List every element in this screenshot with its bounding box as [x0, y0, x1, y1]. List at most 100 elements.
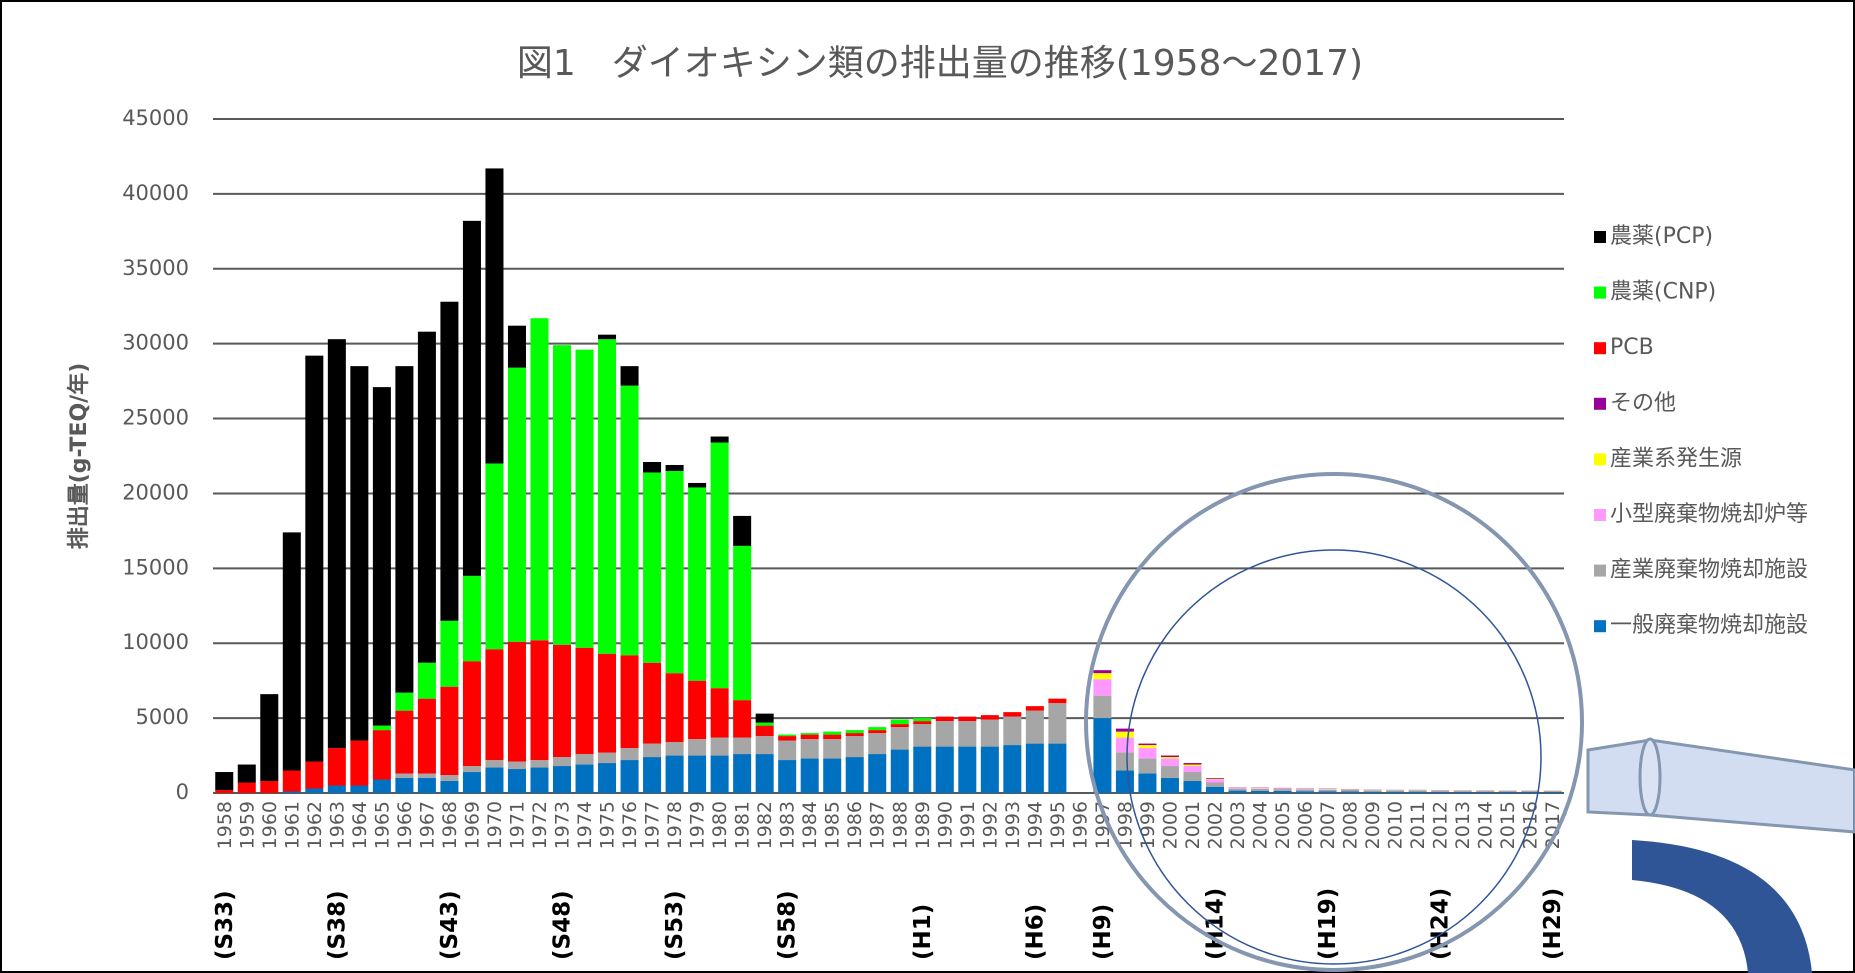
bar-segment: [868, 733, 886, 754]
bar-segment: [891, 724, 909, 727]
bar-segment: [1026, 744, 1044, 793]
legend-label: その他: [1610, 391, 1676, 416]
bar-segment: [553, 345, 571, 645]
x-tick-label: 1976: [619, 801, 641, 849]
bar-segment: [891, 727, 909, 749]
bar-segment: [1093, 718, 1111, 793]
x-tick-label: 1994: [1024, 801, 1046, 849]
x-tick-label: 1979: [687, 801, 709, 849]
x-tick-label: 1988: [889, 801, 911, 849]
y-tick-label: 25000: [122, 406, 189, 430]
bar-segment: [1229, 791, 1247, 793]
bar-segment: [823, 735, 841, 739]
legend-swatch: [1594, 453, 1606, 465]
legend-swatch: [1594, 231, 1606, 243]
legend-swatch: [1594, 509, 1606, 521]
bar-segment: [1093, 679, 1111, 695]
y-tick-label: 10000: [122, 630, 189, 654]
bar-segment: [666, 465, 684, 471]
bar-segment: [1251, 791, 1269, 793]
x-tick-label: 2008: [1340, 801, 1362, 849]
bar-segment: [1364, 792, 1382, 793]
bar-segment: [395, 366, 413, 693]
bar-segment: [1116, 771, 1134, 793]
x-tick-label: 1963: [326, 801, 348, 849]
bar-segment: [283, 771, 301, 792]
bar-segment: [688, 487, 706, 680]
bar-segment: [868, 730, 886, 733]
bar-segment: [1206, 778, 1224, 779]
y-tick-label: 30000: [122, 331, 189, 355]
x-tick-label: 2005: [1272, 801, 1294, 849]
bar-segment: [666, 742, 684, 755]
bar-segment: [981, 720, 999, 747]
bar-segment: [1319, 791, 1337, 793]
bar-segment: [508, 642, 526, 762]
bar-segment: [1296, 791, 1314, 793]
x-tick-label: 1991: [957, 801, 979, 849]
bar-segment: [1229, 788, 1247, 789]
bar-segment: [238, 783, 256, 793]
x-tick-label: 1959: [236, 801, 258, 849]
bar-segment: [958, 721, 976, 746]
y-axis-label: 排出量(g-TEQ/年): [66, 363, 92, 550]
bar-segment: [778, 741, 796, 760]
bar-segment: [373, 780, 391, 793]
bar-segment: [1229, 789, 1247, 791]
legend-label: 農薬(PCP): [1610, 224, 1713, 249]
bar-segment: [440, 781, 458, 793]
x-tick-label: 2011: [1407, 801, 1429, 849]
era-label: (H14): [1202, 888, 1228, 960]
x-tick-label: 2003: [1227, 801, 1249, 849]
x-tick-label: 1958: [214, 801, 236, 849]
bar-segment: [260, 694, 278, 781]
x-tick-label: 2013: [1452, 801, 1474, 849]
bar-segment: [621, 748, 639, 760]
bar-segment: [485, 649, 503, 760]
bar-segment: [688, 483, 706, 487]
y-tick-label: 5000: [136, 705, 189, 729]
x-tick-label: 1973: [552, 801, 574, 849]
x-tick-label: 1984: [799, 801, 821, 849]
legend-swatch: [1594, 620, 1606, 632]
x-tick-label: 1962: [304, 801, 326, 849]
bar-segment: [1048, 699, 1066, 703]
bar-segment: [1206, 779, 1224, 780]
bar-segment: [1116, 729, 1134, 732]
bar-segment: [981, 747, 999, 793]
bar-segment: [1274, 791, 1292, 793]
bar-segment: [778, 760, 796, 793]
bar-segment: [576, 765, 594, 793]
y-tick-label: 45000: [122, 106, 189, 130]
bar-segment: [1026, 711, 1044, 744]
bar-segment: [1003, 712, 1021, 716]
bar-segment: [373, 726, 391, 730]
bar-segment: [756, 726, 774, 736]
bar-segment: [1183, 765, 1201, 766]
bar-segment: [598, 654, 616, 753]
bar-segment: [598, 753, 616, 763]
x-tick-label: 1967: [416, 801, 438, 849]
legend-label: 小型廃棄物焼却炉等: [1610, 502, 1808, 527]
bar-segment: [1386, 790, 1404, 791]
bar-segment: [1521, 792, 1539, 793]
bar-segment: [553, 757, 571, 766]
bar-segment: [823, 759, 841, 793]
bar-segment: [463, 772, 481, 793]
x-tick-label: 1975: [597, 801, 619, 849]
bar-segment: [621, 386, 639, 656]
bar-segment: [598, 335, 616, 339]
legend-label: 農薬(CNP): [1610, 280, 1716, 305]
bar-segment: [1161, 778, 1179, 793]
bar-segment: [868, 754, 886, 793]
x-tick-label: 1981: [732, 801, 754, 849]
bar-segment: [305, 762, 323, 789]
bar-segment: [1296, 790, 1314, 792]
bar-segment: [621, 366, 639, 385]
bar-segment: [1138, 774, 1156, 793]
bar-segment: [1274, 789, 1292, 791]
x-tick-label: 1990: [934, 801, 956, 849]
bar-segment: [801, 739, 819, 758]
bar-segment: [1206, 780, 1224, 783]
x-tick-label: 2007: [1317, 801, 1339, 849]
